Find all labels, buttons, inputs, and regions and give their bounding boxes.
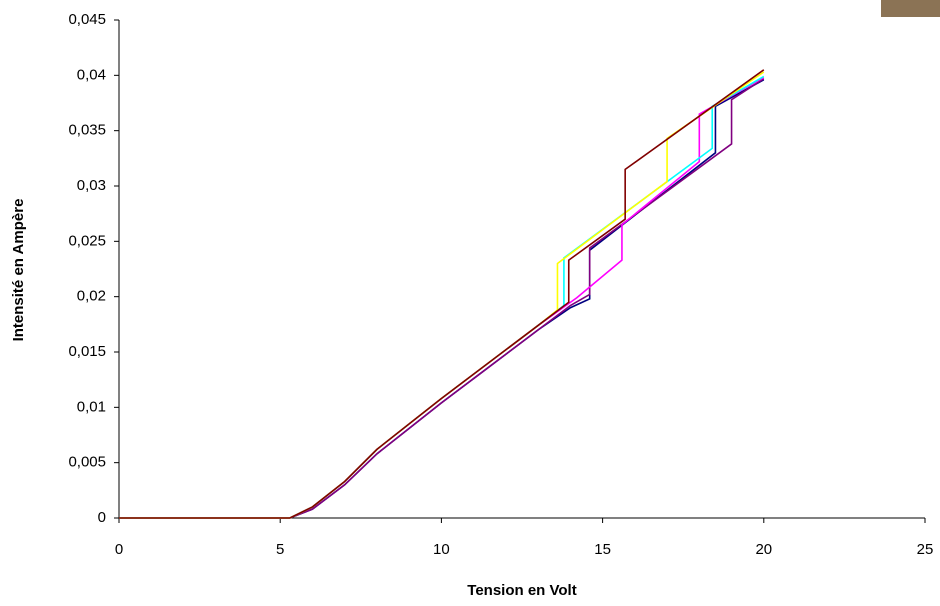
x-tick-label: 5 bbox=[276, 541, 284, 558]
x-tick-label: 0 bbox=[115, 541, 123, 558]
y-tick-label: 0,04 bbox=[77, 66, 106, 83]
y-tick-label: 0,005 bbox=[68, 454, 106, 471]
y-tick-label: 0,045 bbox=[68, 11, 106, 28]
series-line bbox=[119, 77, 765, 519]
y-tick-label: 0,015 bbox=[68, 343, 106, 360]
y-tick-label: 0,02 bbox=[77, 288, 106, 305]
x-tick-label: 25 bbox=[917, 541, 934, 558]
corner-tab bbox=[881, 0, 940, 17]
y-axis-title: Intensité en Ampère bbox=[10, 199, 27, 342]
y-tick-label: 0,03 bbox=[77, 177, 106, 194]
y-tick-label: 0,035 bbox=[68, 122, 106, 139]
y-tick-label: 0,01 bbox=[77, 398, 106, 415]
x-tick-label: 15 bbox=[594, 541, 611, 558]
series-line bbox=[119, 69, 765, 519]
y-tick-label: 0,025 bbox=[68, 232, 106, 249]
x-axis-title: Tension en Volt bbox=[467, 582, 576, 599]
y-tick-label: 0 bbox=[98, 509, 106, 526]
x-tick-label: 20 bbox=[755, 541, 772, 558]
x-tick-label: 10 bbox=[433, 541, 450, 558]
